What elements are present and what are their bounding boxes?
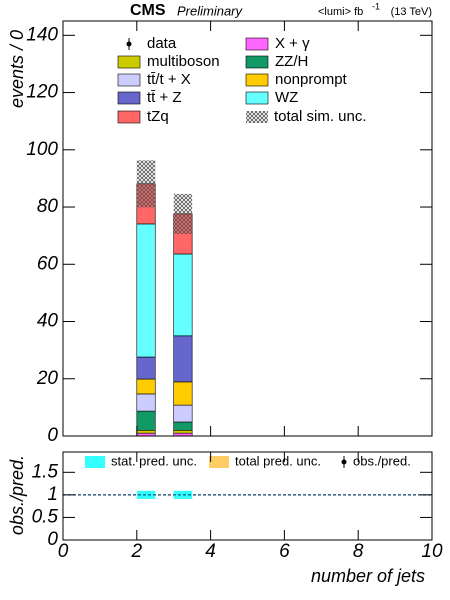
uncertainty-band — [136, 160, 156, 208]
uncertainty-band — [173, 193, 193, 234]
legend-label: data — [147, 35, 177, 52]
x-tick-label: 6 — [279, 541, 290, 562]
legend-swatch — [245, 73, 269, 87]
legend-label: total sim. unc. — [274, 108, 367, 125]
y-tick-label: 1.5 — [32, 461, 59, 482]
legend-label: multiboson — [147, 53, 220, 70]
bar-segment — [173, 381, 193, 406]
bar-segment — [136, 378, 156, 395]
y-tick-label: 0 — [47, 529, 58, 550]
bar-segment — [173, 253, 193, 337]
legend-swatch — [117, 91, 141, 105]
legend-swatch — [246, 111, 268, 123]
x-axis-title: number of jets — [311, 566, 425, 586]
y-tick-label: 1 — [47, 484, 58, 505]
cms-label: CMS — [130, 2, 166, 19]
legend-swatch — [117, 73, 141, 87]
preliminary-label: Preliminary — [177, 3, 244, 18]
bar-segment — [136, 223, 156, 358]
bar-segment — [136, 429, 156, 434]
plot-frame — [62, 20, 433, 437]
legend-label: WZ — [275, 89, 298, 106]
bar-segment — [173, 429, 193, 434]
legend-swatch — [117, 110, 141, 124]
plot-frame — [62, 451, 433, 541]
bar-segment — [136, 410, 156, 431]
ratio-band — [173, 490, 193, 499]
x-tick-label: 8 — [353, 541, 364, 562]
x-tick-label: 4 — [205, 541, 216, 562]
y-tick-label: 80 — [37, 196, 59, 217]
lumi-label: <lumi> fb — [318, 6, 363, 18]
legend-label: tZq — [147, 108, 169, 125]
bar-segment — [173, 421, 193, 431]
x-tick-label: 0 — [58, 541, 69, 562]
legend-label: nonprompt — [275, 71, 348, 88]
y-tick-label: 0 — [47, 425, 58, 446]
legend-swatch — [85, 456, 105, 468]
ratio-band — [136, 490, 156, 499]
legend-marker — [341, 459, 347, 465]
bar-segment — [173, 335, 193, 383]
legend-swatch — [117, 55, 141, 69]
legend-label: ZZ/H — [275, 53, 308, 70]
legend-label: obs./pred. — [353, 453, 411, 468]
y-tick-label: 100 — [26, 139, 58, 160]
lumi-exponent: -1 — [372, 1, 380, 11]
bar-segment — [136, 356, 156, 380]
legend-swatch — [209, 456, 229, 468]
legend-label: tt̄ + Z — [147, 89, 182, 106]
legend-label: X + γ — [275, 35, 310, 52]
y-tick-label: 20 — [36, 368, 59, 389]
y-axis-title: events / 0 — [7, 30, 27, 108]
legend-swatch — [245, 37, 269, 51]
bar-segment — [136, 393, 156, 412]
y-tick-label: 40 — [37, 311, 59, 332]
legend-swatch — [245, 91, 269, 105]
y-tick-label: 0.5 — [32, 506, 59, 527]
legend-marker — [126, 41, 132, 47]
legend-label: total pred. unc. — [235, 453, 321, 468]
legend-label: stat. pred. unc. — [111, 453, 197, 468]
x-tick-label: 2 — [131, 541, 143, 562]
y-tick-label: 120 — [26, 82, 58, 103]
energy-label: (13 TeV) — [391, 6, 432, 18]
x-tick-label: 10 — [421, 541, 443, 562]
ratio-y-axis-title: obs./pred. — [7, 455, 27, 535]
legend-swatch — [245, 55, 269, 69]
y-tick-label: 140 — [26, 24, 58, 45]
legend-label: tt̄/t + X — [147, 71, 191, 88]
y-tick-label: 60 — [37, 253, 59, 274]
bar-segment — [173, 404, 193, 423]
